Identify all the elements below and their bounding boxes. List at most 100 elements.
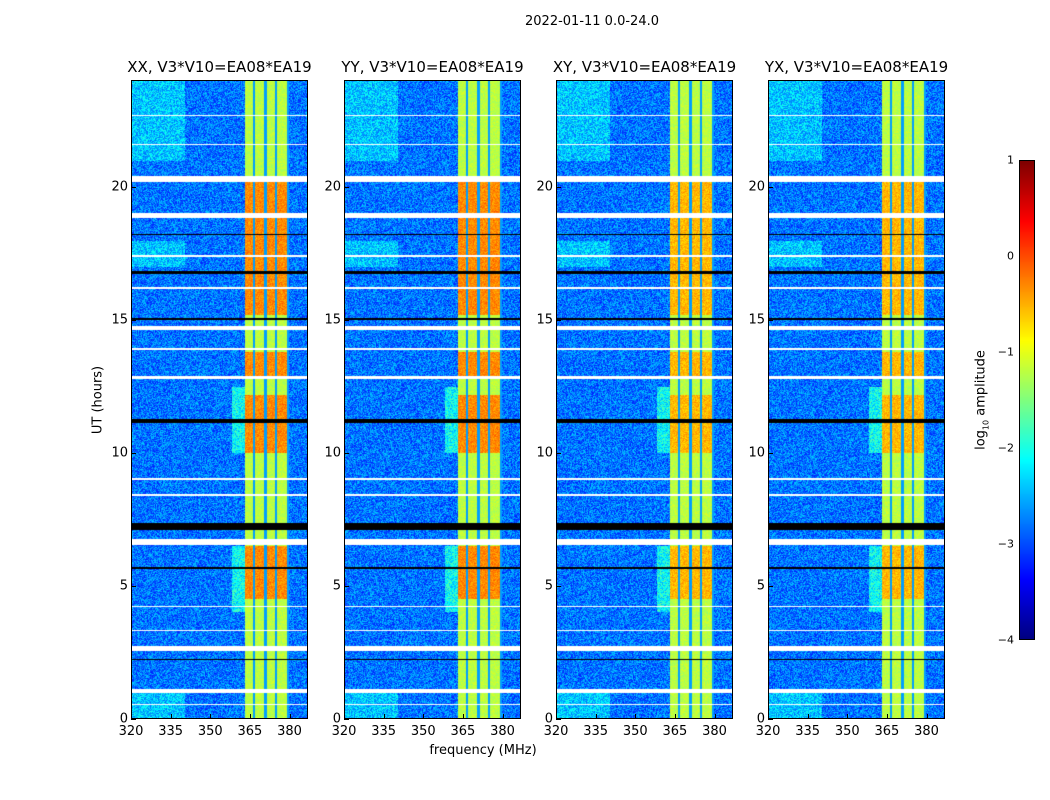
y-tick-label: 20 [111, 179, 128, 194]
x-tick-label: 350 [197, 724, 223, 739]
y-tick-mark [344, 186, 349, 188]
x-tick-label: 335 [158, 724, 184, 739]
x-tick-label: 350 [622, 724, 648, 739]
y-tick-mark [768, 585, 773, 587]
y-tick-mark [344, 319, 349, 321]
y-tick-label: 10 [536, 445, 553, 461]
y-tick-label: 15 [111, 312, 128, 328]
y-axis-label: UT (hours) [90, 365, 106, 435]
x-tick-label: 335 [583, 724, 609, 739]
x-tick-mark [674, 714, 676, 719]
x-tick-label: 350 [410, 724, 436, 739]
y-tick-mark [344, 585, 349, 587]
x-tick-mark [768, 714, 769, 719]
y-tick-mark [768, 186, 773, 188]
heatmap-image [557, 81, 732, 718]
y-tick-label: 5 [544, 578, 553, 594]
x-tick-mark [714, 714, 716, 719]
x-tick-mark [886, 714, 888, 719]
y-tick-mark [556, 585, 561, 587]
colorbar-tick-label: −3 [997, 537, 1014, 551]
x-tick-label: 320 [755, 724, 781, 739]
x-tick-mark [926, 714, 928, 719]
x-tick-mark [462, 714, 464, 719]
colorbar-label-sub: 10 [981, 419, 991, 431]
waterfall-panel [768, 80, 945, 719]
y-tick-label: 15 [324, 312, 341, 328]
colorbar-tick-label: 0 [1007, 249, 1014, 263]
x-tick-label: 380 [702, 724, 727, 739]
colorbar-tick-label: −1 [997, 345, 1014, 359]
y-tick-label: 0 [119, 711, 128, 727]
x-tick-mark [131, 714, 132, 719]
x-tick-label: 320 [543, 724, 569, 739]
x-tick-label: 380 [490, 724, 515, 739]
x-tick-mark [595, 714, 597, 719]
y-tick-mark [131, 186, 136, 188]
colorbar [1019, 160, 1035, 640]
x-tick-label: 335 [795, 724, 821, 739]
panel-title: XX, V3*V10=EA08*EA19 [127, 58, 312, 76]
y-tick-mark [131, 319, 136, 321]
y-tick-label: 10 [324, 445, 341, 461]
x-tick-mark [249, 714, 251, 719]
y-tick-label: 5 [119, 578, 128, 594]
x-tick-label: 380 [914, 724, 939, 739]
y-tick-label: 15 [748, 312, 765, 328]
panel-title: YY, V3*V10=EA08*EA19 [341, 58, 524, 76]
figure-title: 2022-01-11 0.0-24.0 [525, 14, 659, 29]
y-tick-mark [131, 719, 136, 720]
x-tick-mark [423, 714, 425, 719]
y-tick-label: 15 [536, 312, 553, 328]
x-tick-mark [556, 714, 557, 719]
y-tick-label: 0 [332, 711, 341, 727]
y-tick-mark [131, 585, 136, 587]
x-tick-mark [635, 714, 637, 719]
y-tick-mark [556, 319, 561, 321]
y-tick-label: 5 [756, 578, 765, 594]
heatmap-image [132, 81, 307, 718]
y-tick-mark [768, 319, 773, 321]
y-tick-label: 10 [748, 445, 765, 461]
y-tick-label: 20 [324, 179, 341, 194]
x-axis-label: frequency (MHz) [429, 743, 537, 758]
panel-title: XY, V3*V10=EA08*EA19 [552, 58, 737, 76]
y-tick-mark [344, 452, 349, 454]
y-tick-mark [556, 719, 561, 720]
y-tick-label: 0 [756, 711, 765, 727]
colorbar-tick-label: −2 [997, 441, 1014, 455]
colorbar-tick-label: 1 [1007, 153, 1014, 167]
x-tick-mark [344, 714, 345, 719]
panel-title: YX, V3*V10=EA08*EA19 [764, 58, 949, 76]
x-tick-label: 365 [450, 724, 476, 739]
x-tick-label: 365 [662, 724, 688, 739]
waterfall-panel [131, 80, 308, 719]
y-tick-mark [768, 719, 773, 720]
heatmap-image [345, 81, 520, 718]
y-tick-label: 20 [536, 179, 553, 194]
x-tick-mark [170, 714, 172, 719]
x-tick-mark [383, 714, 385, 719]
colorbar-tick-label: −4 [997, 633, 1014, 647]
x-tick-label: 380 [277, 724, 302, 739]
y-tick-label: 5 [332, 578, 341, 594]
y-tick-mark [131, 452, 136, 454]
x-tick-mark [210, 714, 212, 719]
x-tick-label: 365 [237, 724, 263, 739]
colorbar-label-rest: amplitude [973, 350, 989, 420]
colorbar-label-log: log [973, 430, 989, 450]
x-tick-label: 320 [331, 724, 357, 739]
x-tick-label: 335 [371, 724, 397, 739]
x-tick-label: 350 [834, 724, 860, 739]
x-tick-mark [807, 714, 809, 719]
heatmap-image [769, 81, 944, 718]
y-tick-mark [556, 186, 561, 188]
waterfall-panel [344, 80, 521, 719]
x-tick-mark [289, 714, 291, 719]
y-tick-label: 20 [748, 179, 765, 194]
y-tick-label: 10 [111, 445, 128, 461]
y-tick-mark [768, 452, 773, 454]
y-tick-mark [556, 452, 561, 454]
y-tick-label: 0 [544, 711, 553, 727]
